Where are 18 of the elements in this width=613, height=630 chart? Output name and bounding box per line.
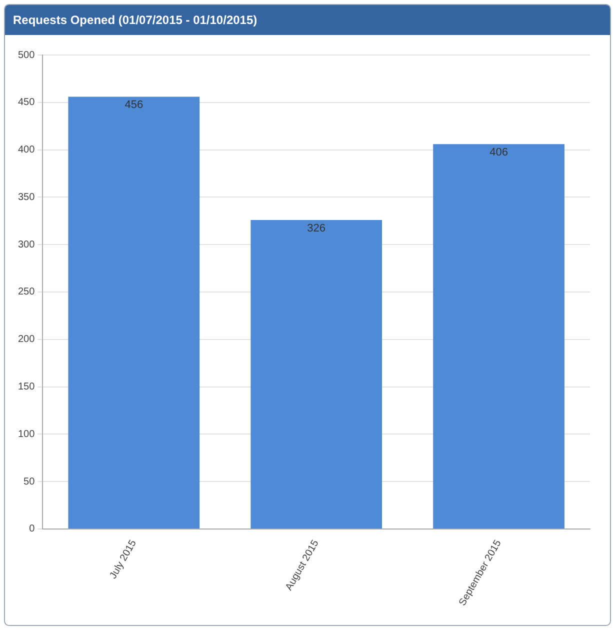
data-label: 326	[307, 222, 326, 234]
y-tick-label: 150	[18, 382, 36, 393]
y-tick-label: 50	[24, 476, 36, 488]
data-label: 456	[124, 99, 144, 112]
chart-title: Requests Opened (01/07/2015 - 01/10/2015)	[5, 5, 610, 35]
y-tick-label: 400	[18, 144, 36, 156]
data-label: 406	[490, 146, 508, 159]
y-tick-label: 350	[18, 192, 36, 203]
y-tick-label: 450	[18, 97, 36, 108]
y-tick-label: 250	[18, 286, 36, 298]
y-tick-label: 0	[29, 524, 36, 535]
y-tick-label: 300	[18, 239, 36, 250]
y-tick-label: 200	[18, 334, 36, 346]
y-tick-label: 100	[18, 428, 36, 440]
y-tick-label: 500	[18, 50, 36, 61]
bar	[433, 144, 564, 528]
bar	[250, 220, 382, 528]
bar	[68, 96, 200, 528]
